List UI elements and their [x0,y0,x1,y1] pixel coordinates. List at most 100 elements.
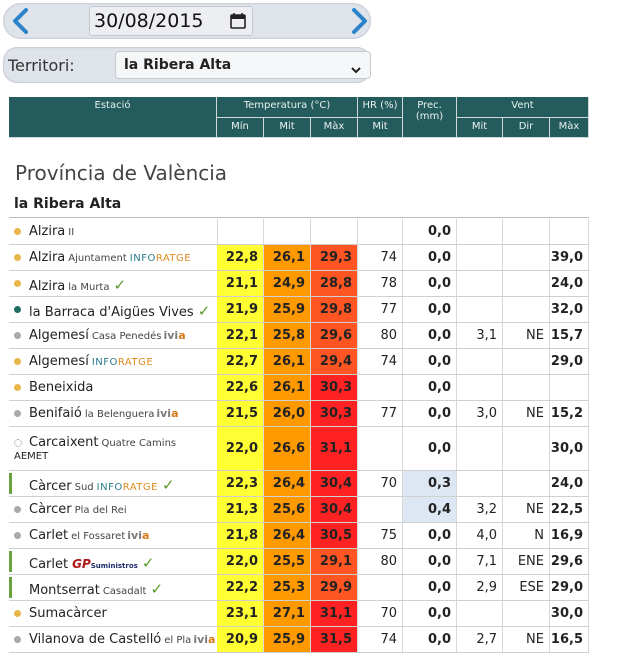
cell-max: 29,9 [311,575,358,600]
station-name[interactable]: Càrcer Sud INFORATGE ✓ [29,476,175,494]
territory-bar: Territori: la Ribera Alta [3,47,371,83]
station-name[interactable]: Sumacàrcer [29,606,107,621]
next-day-arrow-icon[interactable] [347,7,371,35]
station-name[interactable]: Carlet GPSuministros ✓ [29,554,154,572]
station-name-text: Alzira [29,279,66,294]
cell-max: 30,5 [311,523,358,548]
station-status-dot [14,636,21,643]
gp-suministros-logo: GPSuministros [72,557,138,571]
cell-prec: 0,0 [403,349,457,374]
region-divider [9,217,589,218]
station-status-dot [14,384,21,391]
station-cell: Sumacàrcer [9,601,218,626]
station-name[interactable]: Càrcer Pla del Rei [29,502,127,517]
check-icon: ✓ [141,554,155,572]
cell-min: 22,8 [217,245,264,270]
cell-vmit [457,471,503,496]
cell-max: 30,3 [311,375,358,400]
cell-max: 30,4 [311,497,358,522]
cell-max [311,219,358,244]
cell-hr: 74 [358,627,403,652]
cell-min: 22,0 [217,427,264,470]
cell-vmit [457,427,503,470]
station-name-text: Montserrat [29,583,100,598]
date-input[interactable]: 30/08/2015 [89,6,253,36]
cell-vmax: 22,5 [550,497,589,522]
cell-vmax: 24,0 [550,271,589,296]
cell-max: 31,1 [311,601,358,626]
station-cell: Benifaió la Belenguera ivia [9,401,218,426]
cell-mit: 26,0 [264,401,311,426]
cell-mit: 25,6 [264,497,311,522]
station-cell: Càrcer Pla del Rei [9,497,218,522]
station-name[interactable]: Algemesí Casa Penedés ivia [29,328,186,343]
inforatge-logo: INFORATGE [96,482,158,493]
station-name[interactable]: la Barraca d'Aigües Vives ✓ [29,302,210,320]
table-row: Beneixida 22,6 26,1 30,3 0,0 [9,375,589,401]
cell-dir: ESE [503,575,550,600]
territory-select[interactable]: la Ribera Alta [115,51,371,79]
station-name[interactable]: Alzira II [29,224,74,239]
table-row: Alzira Ajuntament INFORATGE 22,8 26,1 29,3 74 0… [9,245,589,271]
calendar-icon[interactable] [230,13,246,33]
station-status-dot [14,506,21,513]
table-row: Càrcer Sud INFORATGE ✓ 22,3 26,4 30,4 70 0,3 24,0 [9,471,589,497]
cell-min: 22,1 [217,323,264,348]
cell-hr [358,497,403,522]
cell-dir [503,349,550,374]
cell-max: 31,5 [311,627,358,652]
station-name[interactable]: Benifaió la Belenguera ivia [29,406,179,421]
ivia-logo: ivia [156,407,179,420]
cell-hr [358,575,403,600]
cell-dir [503,375,550,400]
cell-prec: 0,0 [403,549,457,574]
table-row: la Barraca d'Aigües Vives ✓ 21,9 25,9 29,8 77… [9,297,589,323]
cell-vmax: 32,0 [550,297,589,322]
header-temp-max: Màx [311,118,358,138]
cell-prec: 0,0 [403,219,457,244]
station-name[interactable]: Montserrat Casadalt ✓ [29,580,163,598]
cell-vmax: 16,5 [550,627,589,652]
station-name-text: Carlet [29,557,69,572]
station-name[interactable]: Algemesí INFORATGE [29,354,153,369]
cell-hr: 74 [358,349,403,374]
cell-dir [503,427,550,470]
station-name[interactable]: Vilanova de Castelló el Pla ivia [29,632,215,647]
station-name[interactable]: Carlet el Fossaret ivia [29,528,149,543]
station-source: AEMET [14,451,49,462]
cell-min: 22,0 [217,549,264,574]
station-status-dot [14,410,21,417]
station-name-text: Sumacàrcer [29,606,107,621]
station-name[interactable]: Alzira la Murta ✓ [29,276,126,294]
cell-vmax: 39,0 [550,245,589,270]
cell-vmax: 24,0 [550,471,589,496]
check-icon: ✓ [150,580,164,598]
cell-vmit: 3,1 [457,323,503,348]
station-name[interactable]: Alzira Ajuntament INFORATGE [29,250,191,265]
station-subname: Quatre Camins [101,438,177,449]
cell-max: 29,8 [311,297,358,322]
station-status-dot [14,280,21,287]
cell-min: 21,3 [217,497,264,522]
table-row: Càrcer Pla del Rei 21,3 25,6 30,4 0,4 3,2 NE 22,… [9,497,589,523]
check-icon: ✓ [113,276,127,294]
station-marker-bar [9,577,12,598]
cell-min: 22,2 [217,575,264,600]
station-status-dot [14,306,21,313]
cell-prec: 0,0 [403,245,457,270]
cell-dir [503,471,550,496]
cell-max: 30,4 [311,471,358,496]
table-row: Carlet GPSuministros ✓ 22,0 25,5 29,1 80 0,0 7,1… [9,549,589,575]
prev-day-arrow-icon[interactable] [9,7,33,35]
station-name[interactable]: Carcaixent Quatre Camins [29,435,176,450]
station-name[interactable]: Beneixida [29,380,93,395]
cell-hr: 74 [358,245,403,270]
station-subname: el Pla [164,635,192,646]
cell-dir [503,297,550,322]
station-name-text: Alzira [29,250,66,265]
station-name-text: Carcaixent [29,435,99,450]
cell-min: 22,6 [217,375,264,400]
station-name-text: Beneixida [29,380,94,395]
cell-prec: 0,0 [403,271,457,296]
cell-vmit [457,601,503,626]
